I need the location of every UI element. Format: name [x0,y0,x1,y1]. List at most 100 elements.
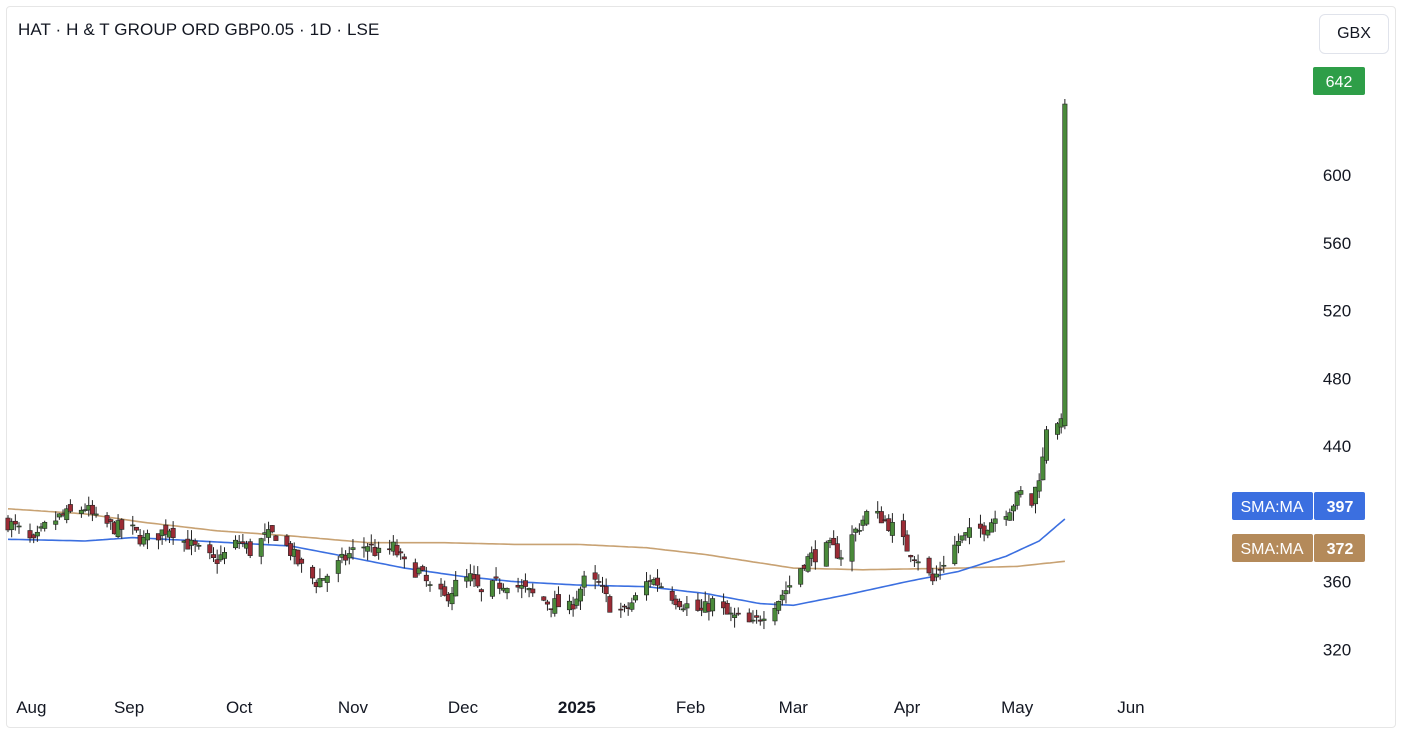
candle-body [368,543,374,546]
candle [42,520,48,532]
candle [779,589,785,606]
y-tick-label: 480 [1323,369,1351,388]
candle-body [34,531,40,537]
candle-body [258,538,264,557]
candle-body [622,605,628,608]
sma-slow-label-bg [1232,534,1313,562]
candle [295,549,301,567]
candle-body [299,558,305,564]
candle [908,554,914,563]
candle-body [144,533,150,541]
candle [1055,422,1061,440]
candle [420,564,426,572]
candle [684,596,690,617]
candle [211,547,217,563]
candle [710,596,716,617]
candle-body [273,535,279,541]
candle [27,523,33,543]
candle-body [64,508,70,521]
candle [577,586,583,610]
candle [772,602,778,626]
sma-slow-value-bg [1314,534,1365,562]
candle [214,549,220,574]
candle [834,536,840,560]
candle-body [904,534,910,552]
candle-body [933,573,939,578]
candle-body [823,542,829,567]
chart-frame [6,6,1396,728]
candle-body [834,543,840,559]
y-tick-label: 520 [1323,302,1351,321]
candle [926,556,932,576]
candle [911,556,917,567]
x-tick-label: 2025 [558,698,596,717]
candle-body [192,540,198,545]
candle-body [776,601,782,611]
candle-body [838,557,844,560]
sma-slow-tag: SMA:MA 372 [1232,534,1365,562]
candle-body [222,552,228,559]
candle [9,518,15,538]
candle [658,582,664,589]
candle-body [695,599,701,611]
sma-fast-value-bg [1314,492,1365,520]
candle-body [544,601,550,605]
candle-body [581,575,587,588]
candle-body [952,544,958,565]
candle-body [592,572,598,580]
candle [89,500,95,522]
candle-body [401,556,407,560]
candle-body [346,553,352,559]
currency-button[interactable]: GBX [1319,14,1389,54]
candle-body [196,545,202,547]
candle-body [522,580,528,587]
candle-body [67,504,73,512]
candle-body [754,615,760,618]
candle-body [1036,480,1042,492]
candle [1040,447,1046,481]
x-tick-label: Feb [676,698,705,717]
candle [856,523,862,535]
candle [1044,425,1050,464]
candle-body [992,518,998,524]
candle [398,548,404,560]
candle [644,572,650,601]
candle-body [955,540,961,546]
candle-body [930,573,936,582]
y-axis-ticks: 320 360 440 480 520 560 600 [1323,166,1351,659]
sma-fast-label-bg [1232,492,1313,520]
candle-body [577,588,583,602]
candle [941,555,947,573]
candle-body [78,509,84,514]
candle [904,530,910,552]
candle [574,590,580,609]
candle-body [1040,456,1046,481]
candle [141,530,147,547]
candle-body [1010,505,1016,512]
candle-body [618,608,624,611]
candle [1033,486,1039,514]
candle-body [89,504,95,515]
candle-body [555,594,561,608]
x-tick-label: Oct [226,698,253,717]
candle-body [644,581,650,596]
candle-body [772,607,778,622]
x-tick-label: Apr [894,698,921,717]
candle [966,517,972,545]
candle [633,592,639,603]
candle-body [442,586,448,596]
candle-body [365,546,371,552]
candle-body [728,612,734,615]
x-axis-ticks: Aug Sep Oct Nov Dec 2025 Feb Mar Apr May Jun [16,698,1144,717]
candle [284,534,290,547]
sma-fast-tag: SMA:MA 397 [1232,492,1365,520]
candle-body [27,530,33,539]
candle-body [155,533,161,541]
candle [269,525,275,534]
candle [1007,508,1013,521]
candle-body [214,559,220,564]
candle-body [684,603,690,609]
y-tick-label: 320 [1323,640,1351,659]
x-tick-label: Mar [779,698,809,717]
